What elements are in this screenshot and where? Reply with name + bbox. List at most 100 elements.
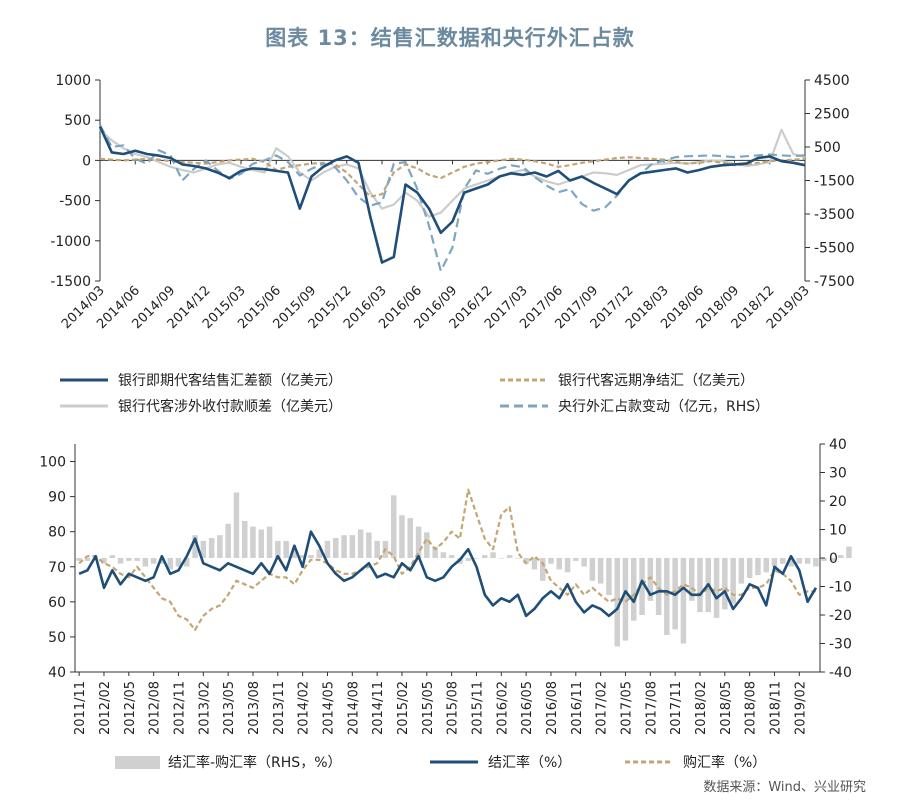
x-tick-label: 2018/08 — [744, 681, 759, 735]
y-tick-label-left: 100 — [39, 455, 66, 471]
bar — [697, 558, 703, 613]
x-tick-label: 2016/11 — [570, 681, 585, 735]
bar — [622, 558, 629, 641]
series-line-2 — [78, 530, 818, 618]
bar — [838, 555, 844, 558]
x-tick-label: 2015/05 — [421, 681, 436, 735]
bar — [738, 558, 745, 584]
bar — [76, 558, 82, 561]
bar — [258, 529, 264, 558]
x-tick-label: 2013/11 — [272, 681, 287, 735]
bar — [266, 526, 273, 558]
bar — [597, 558, 604, 584]
x-tick-label: 2014/02 — [297, 681, 312, 735]
bar — [771, 558, 778, 567]
bar — [846, 546, 852, 558]
bar — [763, 558, 769, 573]
y-tick-label-left: 40 — [48, 665, 66, 681]
legend-label-3: 购汇率（%） — [683, 754, 766, 771]
y-tick-label-right: -30 — [829, 637, 852, 653]
bar — [407, 518, 413, 558]
bar — [746, 558, 753, 578]
x-tick-label: 2016/08 — [545, 681, 560, 735]
bar — [796, 558, 803, 564]
x-tick-label: 2015/11 — [470, 681, 485, 735]
legend-swatch-1 — [115, 756, 160, 769]
bar — [556, 558, 562, 570]
bar — [374, 540, 380, 558]
y-tick-label-left: 80 — [48, 525, 66, 541]
bar — [523, 558, 529, 564]
bar — [573, 558, 579, 561]
chart-bottom: 100908070605040403020100-10-20-30-402011… — [39, 437, 852, 735]
bar — [540, 558, 546, 581]
x-tick-label: 2013/02 — [197, 681, 212, 735]
bar — [324, 540, 331, 558]
legend-label-3: 银行代客涉外收付款顺差（亿美元） — [118, 398, 342, 415]
x-tick-label: 2018/02 — [694, 681, 709, 735]
bar — [341, 535, 347, 558]
series-line-1 — [98, 126, 806, 264]
source-note: 数据来源：Wind、兴业研究 — [703, 780, 866, 795]
x-tick-label: 2018/11 — [768, 681, 783, 735]
x-tick-label: 2016/05 — [520, 681, 535, 735]
y-tick-label-right: 30 — [829, 466, 847, 482]
bar — [631, 558, 637, 621]
bar — [217, 535, 223, 558]
bar — [424, 532, 430, 558]
bar — [713, 558, 720, 618]
x-tick-label: 2012/08 — [148, 681, 163, 735]
x-tick-label: 2017/02 — [595, 681, 610, 735]
x-tick-label: 2015/02 — [396, 681, 411, 735]
bar — [316, 549, 322, 558]
bar — [84, 558, 91, 561]
bar — [399, 515, 405, 559]
bar — [581, 558, 587, 567]
chart-title: 图表 13：结售汇数据和央行外汇占款 — [265, 26, 635, 50]
bar — [813, 558, 819, 567]
bar — [366, 532, 372, 558]
bar — [730, 558, 736, 604]
y-tick-label-right: 0 — [829, 551, 838, 567]
series-line-2 — [99, 156, 806, 198]
series-line-3 — [78, 488, 816, 632]
bar — [432, 546, 438, 558]
bar — [564, 558, 571, 573]
x-tick-label: 2012/11 — [172, 681, 187, 735]
bar — [333, 538, 339, 558]
bar — [283, 540, 289, 558]
bar — [415, 526, 422, 558]
y-tick-label-right: 40 — [829, 437, 847, 453]
x-tick-label: 2017/05 — [619, 681, 634, 735]
bar — [150, 558, 157, 564]
x-tick-label: 2014/08 — [346, 681, 361, 735]
bar — [655, 558, 662, 615]
legend-label-4: 央行外汇占款变动（亿元，RHS） — [558, 399, 769, 415]
bar — [788, 558, 794, 567]
bar — [506, 555, 513, 558]
bar — [126, 558, 132, 561]
x-tick-label: 2011/11 — [73, 681, 88, 735]
bar — [184, 558, 190, 567]
bar — [109, 555, 115, 558]
bar — [490, 552, 496, 558]
y-tick-label-left: -500 — [59, 194, 91, 210]
bar — [233, 492, 240, 558]
bar — [391, 495, 397, 558]
x-tick-label: 2012/02 — [98, 681, 113, 735]
chart-top: 1000 500 0 -500 -1000 -1500 4500 2500 500 -1500 -3… — [50, 73, 854, 332]
y-tick-label-left: 0 — [82, 153, 91, 169]
bar — [614, 558, 620, 647]
y-tick-label-left: 60 — [48, 595, 66, 611]
y-tick-label-left: 500 — [64, 113, 91, 129]
y-tick-label-left: 70 — [48, 560, 66, 576]
y-tick-label-left: -1000 — [50, 234, 91, 250]
y-tick-label-left: -1500 — [50, 274, 91, 290]
bar — [689, 558, 695, 601]
y-tick-label-right: -10 — [829, 580, 852, 596]
bar — [142, 558, 149, 567]
bar — [448, 555, 455, 558]
x-tick-label: 2012/05 — [123, 681, 138, 735]
y-tick-label-right: -3500 — [814, 207, 855, 223]
legend-top: 银行即期代客结售汇差额（亿美元） 银行代客远期净结汇（亿美元） 银行代客涉外收付款顺… — [60, 372, 769, 415]
